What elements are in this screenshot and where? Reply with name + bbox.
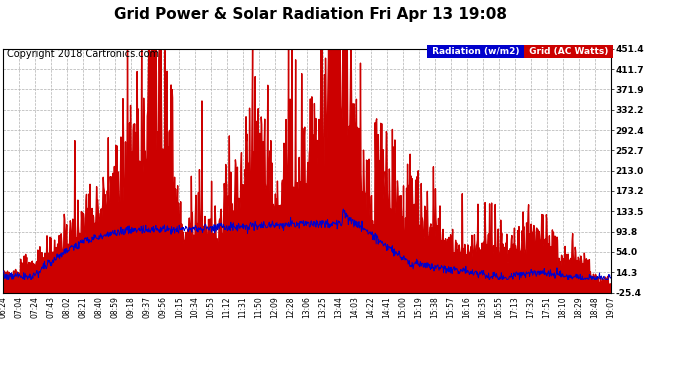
- Text: Grid (AC Watts): Grid (AC Watts): [526, 47, 611, 56]
- Text: 14:22: 14:22: [366, 296, 375, 318]
- Text: 16:35: 16:35: [478, 296, 487, 318]
- Text: 17:51: 17:51: [542, 296, 551, 318]
- Text: 08:59: 08:59: [111, 296, 120, 318]
- Text: 07:04: 07:04: [15, 296, 24, 318]
- Text: 14:41: 14:41: [382, 296, 391, 318]
- Text: 11:12: 11:12: [223, 296, 232, 318]
- Text: Radiation (w/m2): Radiation (w/m2): [429, 47, 523, 56]
- Text: 10:15: 10:15: [175, 296, 184, 318]
- Text: 10:53: 10:53: [207, 296, 216, 318]
- Text: 18:48: 18:48: [590, 296, 599, 318]
- Text: 08:40: 08:40: [95, 296, 103, 318]
- Text: 09:18: 09:18: [127, 296, 136, 318]
- Text: 15:57: 15:57: [446, 296, 455, 318]
- Text: 14:03: 14:03: [351, 296, 359, 318]
- Text: Copyright 2018 Cartronics.com: Copyright 2018 Cartronics.com: [7, 49, 159, 59]
- Text: 07:43: 07:43: [47, 296, 56, 318]
- Text: 17:32: 17:32: [526, 296, 535, 318]
- Text: 09:56: 09:56: [159, 296, 168, 318]
- Text: 18:10: 18:10: [558, 296, 567, 318]
- Text: 18:29: 18:29: [574, 296, 583, 318]
- Text: 13:25: 13:25: [319, 296, 328, 318]
- Text: 15:00: 15:00: [398, 296, 407, 318]
- Text: 15:19: 15:19: [415, 296, 424, 318]
- Text: 13:44: 13:44: [335, 296, 344, 318]
- Text: 09:37: 09:37: [143, 296, 152, 318]
- Text: 13:06: 13:06: [302, 296, 312, 318]
- Text: 11:31: 11:31: [239, 296, 248, 318]
- Text: 12:09: 12:09: [270, 296, 279, 318]
- Text: 06:24: 06:24: [0, 296, 8, 318]
- Text: 11:50: 11:50: [255, 296, 264, 318]
- Text: 07:24: 07:24: [31, 296, 40, 318]
- Text: 16:16: 16:16: [462, 296, 471, 318]
- Text: Grid Power & Solar Radiation Fri Apr 13 19:08: Grid Power & Solar Radiation Fri Apr 13 …: [114, 8, 507, 22]
- Text: 08:02: 08:02: [63, 296, 72, 318]
- Text: 12:28: 12:28: [286, 296, 295, 318]
- Text: 16:55: 16:55: [494, 296, 503, 318]
- Text: 19:07: 19:07: [606, 296, 615, 318]
- Text: 15:38: 15:38: [431, 296, 440, 318]
- Text: 10:34: 10:34: [190, 296, 199, 318]
- Text: 17:13: 17:13: [511, 296, 520, 318]
- Text: 08:21: 08:21: [79, 296, 88, 318]
